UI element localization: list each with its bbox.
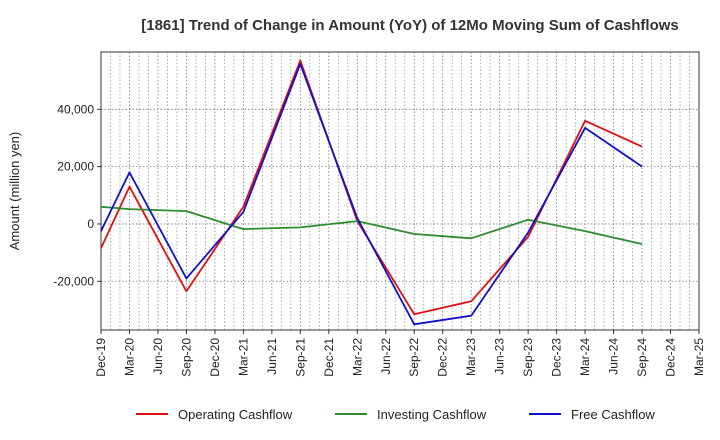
x-tick-label: Dec-20 [208,338,222,377]
x-tick-label: Mar-21 [236,338,250,376]
legend-label: Free Cashflow [571,407,655,422]
x-tick-label: Sep-21 [293,338,307,377]
legend-label: Operating Cashflow [178,407,293,422]
x-tick-label: Mar-23 [464,338,478,376]
x-tick-label: Sep-23 [521,338,535,377]
x-tick-label: Dec-22 [436,338,450,377]
x-tick-label: Mar-25 [692,338,706,376]
chart-title: [1861] Trend of Change in Amount (YoY) o… [141,17,679,34]
x-tick-label: Jun-23 [493,338,507,375]
x-tick-label: Dec-23 [550,338,564,377]
axes: -20,000 0 20,000 40,000 Dec-19 Mar-20 Jun-20 Se… [53,51,706,377]
legend: Operating Cashflow Investing Cashflow Free… [136,407,655,422]
x-tick-label: Mar-20 [122,338,136,376]
x-tick-label: Mar-24 [578,338,592,376]
x-tick-label: Jun-21 [265,338,279,375]
series-line-operating-cashflow [100,59,643,316]
y-tick-label: 0 [87,217,94,231]
series-line-free-cashflow [100,63,643,326]
legend-label: Investing Cashflow [377,407,487,422]
y-tick-label: 20,000 [57,160,94,174]
series-line-investing-cashflow [100,205,643,245]
x-tick-label: Dec-24 [664,338,678,377]
x-tick-label: Jun-22 [379,338,393,375]
y-tick-label: -20,000 [53,274,94,288]
x-tick-label: Jun-20 [151,338,165,375]
series-lines [100,59,643,326]
x-tick-label: Mar-22 [350,338,364,376]
x-tick-label: Sep-24 [635,338,649,377]
x-tick-label: Dec-21 [322,338,336,377]
y-axis-label: Amount (million yen) [7,132,22,251]
x-tick-label: Sep-22 [407,338,421,377]
grid [100,52,700,330]
x-tick-label: Jun-24 [607,338,621,375]
y-tick-label: 40,000 [57,102,94,116]
x-tick-label: Dec-19 [94,338,108,377]
x-tick-label: Sep-20 [179,338,193,377]
plot-frame [100,51,700,331]
